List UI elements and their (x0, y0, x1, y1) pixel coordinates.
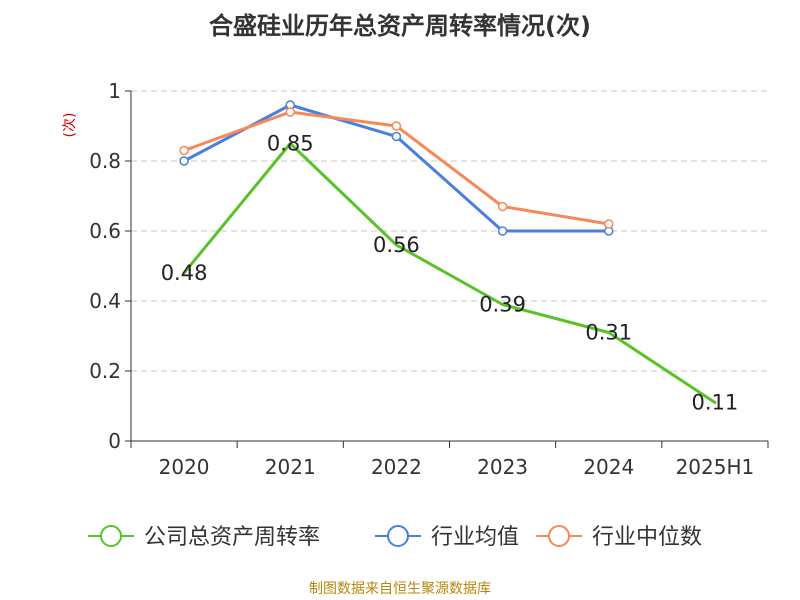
legend-item[interactable]: 行业均值 (375, 525, 519, 550)
gridlines (131, 90, 768, 372)
y-tick-label: 0 (108, 429, 121, 453)
series-lines (179, 100, 717, 404)
x-tick-label: 2023 (477, 455, 528, 479)
data-label: 0.11 (692, 391, 739, 415)
y-tick-label: 0.4 (89, 289, 121, 313)
y-tick-label: 1 (108, 79, 121, 103)
data-label: 0.56 (373, 233, 420, 257)
data-label: 0.39 (479, 293, 526, 317)
data-point[interactable] (391, 121, 402, 131)
data-labels: 0.48 0.85 0.56 0.39 0.31 0.11 (161, 132, 739, 415)
data-label: 0.31 (585, 321, 632, 345)
data-point[interactable] (285, 107, 295, 117)
legend-label: 行业中位数 (592, 525, 702, 550)
x-tick-label: 2025H1 (676, 455, 755, 479)
x-tick-label: 2020 (159, 455, 210, 479)
data-point[interactable] (497, 201, 508, 212)
data-point[interactable] (604, 219, 614, 229)
legend-item[interactable]: 行业中位数 (536, 525, 702, 550)
legend-marker-icon (548, 525, 570, 547)
legend-item[interactable]: 公司总资产周转率 (88, 525, 320, 550)
data-point[interactable] (497, 226, 508, 236)
source-note: 制图数据来自恒生聚源数据库 (309, 581, 491, 597)
data-point[interactable] (179, 156, 189, 166)
y-tick-label: 0.2 (89, 359, 121, 383)
y-axis-label: (次) (62, 113, 78, 138)
legend-label: 公司总资产周转率 (144, 525, 320, 550)
axes: 0 0.2 0.4 0.6 0.8 1 2020 2021 2022 2023 2024 2025H1 (89, 79, 769, 479)
y-tick-label: 0.6 (89, 219, 121, 243)
x-tick-label: 2021 (265, 455, 316, 479)
data-point[interactable] (391, 131, 402, 142)
data-label: 0.85 (267, 132, 314, 156)
x-tick-label: 2024 (583, 455, 634, 479)
chart-title: 合盛硅业历年总资产周转率情况(次) (209, 12, 591, 40)
data-label: 0.48 (161, 261, 208, 285)
y-tick-label: 0.8 (89, 149, 121, 173)
series-line (182, 142, 717, 404)
data-point[interactable] (179, 145, 189, 156)
legend[interactable]: 公司总资产周转率 行业均值 行业中位数 (88, 525, 702, 550)
legend-label: 行业均值 (431, 525, 519, 550)
legend-marker-icon (387, 525, 409, 547)
legend-marker-icon (100, 525, 122, 547)
x-tick-label: 2022 (371, 455, 422, 479)
